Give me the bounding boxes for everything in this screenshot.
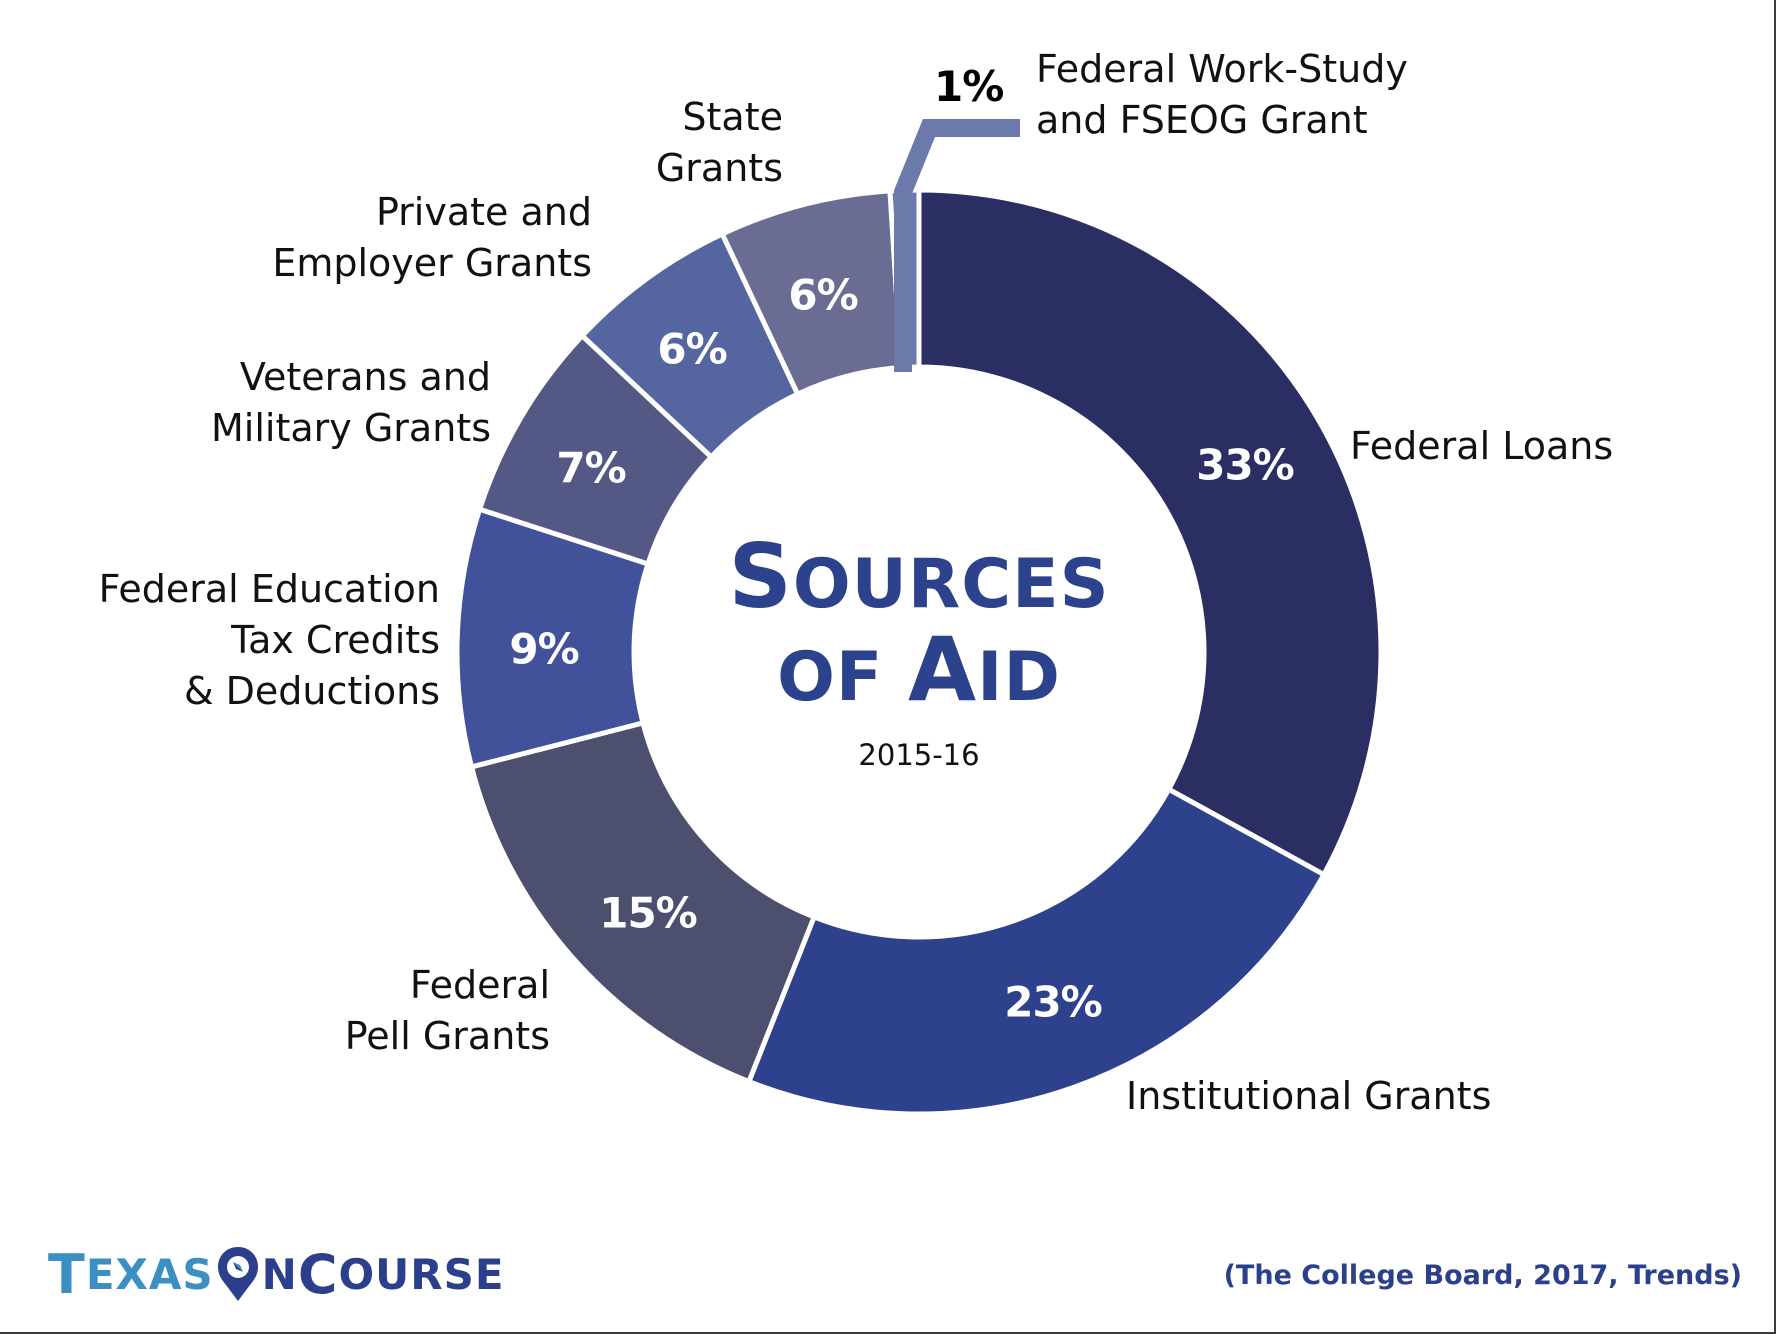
chart-title: SOURCES [728,525,1109,628]
logo-n: N [261,1249,298,1299]
pct-institutional-grants: 23% [1004,977,1103,1027]
label-veterans-military-grants: Veterans and Military Grants [211,352,491,454]
label-private-employer-grants: Private and Employer Grants [272,187,592,289]
label-state-grants: State Grants [656,92,783,194]
label-line: Federal Education [98,567,440,611]
label-line: and FSEOG Grant [1036,98,1368,142]
label-federal-pell-grants: Federal Pell Grants [345,960,550,1062]
label-line: Pell Grants [344,1014,550,1058]
slice-institutional-grants [745,785,1328,1117]
logo-course-rest: OURSE [338,1249,505,1299]
label-line: Grants [655,146,783,190]
map-pin-compass-icon [217,1247,258,1301]
label-federal-loans: Federal Loans [1350,421,1613,472]
label-line: Federal Work-Study [1036,47,1408,91]
label-work-study-fseog: Federal Work-Study and FSEOG Grant [1036,44,1408,146]
label-line: Federal [409,963,550,1007]
pct-tax-credits: 9% [509,624,579,674]
pct-federal-loans: 33% [1196,440,1295,490]
slice-federal-pell-grants [468,719,818,1085]
title-pre: OF [777,638,909,717]
pct-veterans-military: 7% [556,443,626,493]
label-line: Private and [375,190,592,234]
pct-federal-pell-grants: 15% [599,888,698,938]
donut-slices [454,187,1384,1117]
pct-work-study: 1% [934,62,1004,111]
logo-texas-rest: EXAS [85,1249,214,1299]
work-study-leader-line [894,119,1020,372]
logo-texas-initial: T [48,1242,86,1306]
logo-course-initial: C [297,1242,339,1306]
label-line: Federal Loans [1350,424,1614,468]
label-line: Veterans and [239,355,491,399]
title-initial: A [908,618,978,721]
label-institutional-grants: Institutional Grants [1126,1071,1491,1122]
texas-oncourse-logo: T EXAS N C OURSE [48,1242,505,1306]
label-line: Employer Grants [272,241,592,285]
label-line: & Deductions [183,669,440,713]
slice-federal-loans [916,187,1384,878]
title-initial: S [728,525,793,628]
label-line: Institutional Grants [1126,1074,1492,1118]
pct-private-employer: 6% [657,324,727,374]
pct-state-grants: 6% [788,270,858,320]
label-line: Tax Credits [231,618,440,662]
source-citation: (The College Board, 2017, Trends) [1223,1260,1742,1291]
title-rest: ID [977,638,1061,717]
label-line: State [682,95,783,139]
label-tax-credits: Federal Education Tax Credits & Deductio… [99,564,440,717]
label-line: Military Grants [211,406,491,450]
chart-title-line2: OF AID [777,618,1061,721]
chart-subtitle-year: 2015-16 [858,738,980,772]
title-rest: OURCES [792,545,1110,624]
